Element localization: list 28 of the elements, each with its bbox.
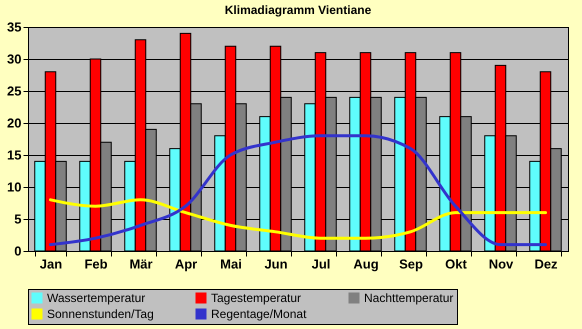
- legend-label: Tagestemperatur: [211, 291, 302, 305]
- legend-label: Regentage/Monat: [211, 307, 308, 321]
- legend-label: Nachttemperatur: [364, 291, 454, 305]
- y-tick-label: 10: [7, 180, 22, 194]
- x-tick-label: Nov: [488, 256, 514, 272]
- x-tick-label: Jul: [312, 256, 330, 272]
- x-tick-label: Jun: [264, 256, 288, 272]
- x-tick-label: Okt: [445, 256, 468, 272]
- y-tick-label: 35: [7, 20, 22, 34]
- x-tick-label: Apr: [174, 256, 198, 272]
- x-tick-label: Mär: [129, 256, 153, 272]
- legend-label: Sonnenstunden/Tag: [47, 307, 154, 321]
- x-tick-label: Dez: [534, 256, 558, 272]
- legend-label: Wassertemperatur: [47, 291, 146, 305]
- line-series: [49, 134, 547, 246]
- chart-title: Klimadiagramm Vientiane: [224, 3, 372, 17]
- x-tick-label: Aug: [353, 256, 379, 272]
- y-tick-label: 0: [14, 244, 22, 258]
- y-tick-label: 25: [7, 84, 22, 98]
- y-tick-label: 5: [14, 212, 22, 226]
- y-tick-label: 20: [7, 116, 22, 130]
- x-tick-label: Jan: [40, 256, 62, 272]
- x-tick-label: Feb: [84, 256, 108, 272]
- y-tick-label: 30: [7, 52, 22, 66]
- x-tick-label: Mai: [220, 256, 242, 272]
- y-tick-label: 15: [7, 148, 22, 162]
- x-tick-label: Sep: [399, 256, 423, 272]
- line-series: [49, 198, 547, 240]
